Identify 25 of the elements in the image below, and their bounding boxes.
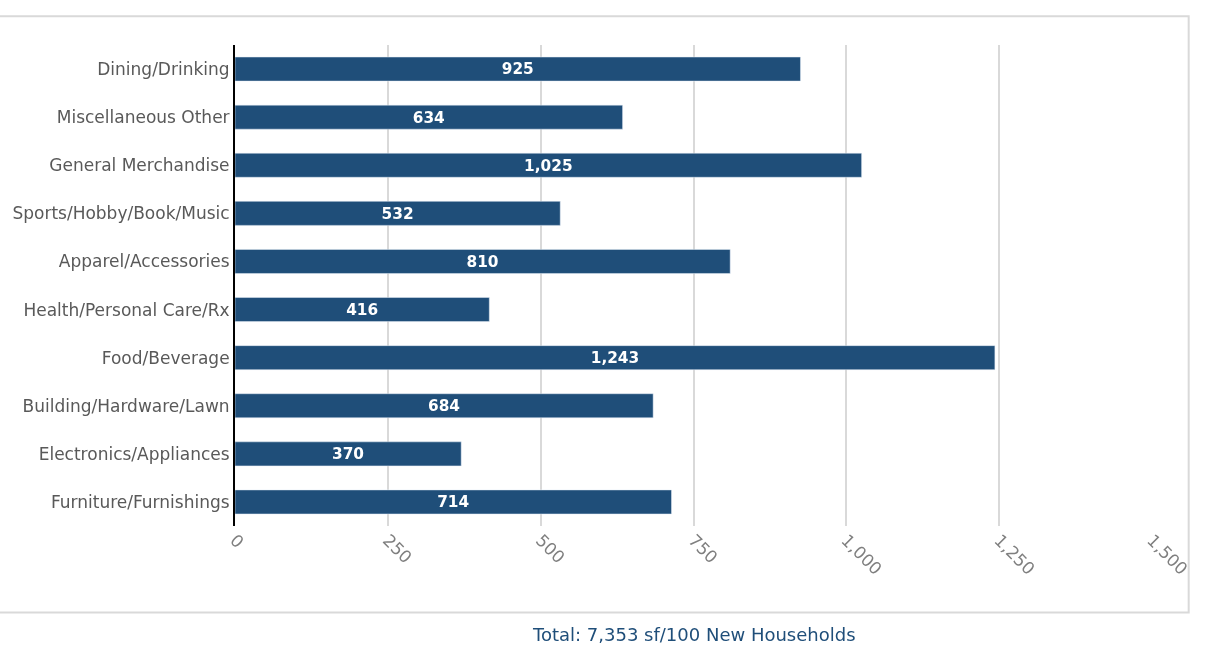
data-label: 810 (466, 252, 499, 271)
y-tick-label: Dining/Drinking (97, 59, 230, 79)
data-label: 532 (381, 204, 414, 223)
y-tick-label: Food/Beverage (101, 347, 230, 368)
y-tick-label: Building/Hardware/Lawn (22, 395, 230, 416)
y-tick-label: Health/Personal Care/Rx (23, 299, 230, 320)
x-tick-label: 750 (684, 530, 722, 568)
y-tick-label: Furniture/Furnishings (50, 491, 230, 512)
text: Total: 7,353 sf/100 New Households (532, 624, 856, 645)
data-label: 684 (428, 397, 460, 416)
data-label: 1,243 (590, 349, 640, 368)
data-label: 714 (437, 493, 470, 512)
data-label: 925 (501, 60, 534, 79)
data-label: 370 (332, 445, 365, 464)
data-label: 634 (412, 108, 445, 127)
y-tick-label: Electronics/Appliances (38, 443, 230, 464)
y-tick-label: Apparel/Accessories (58, 251, 230, 272)
y-tick-label: Sports/Hobby/Book/Music (12, 203, 230, 224)
y-tick-label: General Merchandise (49, 155, 230, 176)
x-tick-label: 250 (378, 530, 417, 568)
data-label: 416 (346, 300, 379, 319)
x-tick-label: 0 (226, 530, 248, 552)
data-label: 1,025 (524, 156, 573, 175)
x-tick-label: 500 (531, 530, 569, 568)
y-tick-label: Miscellaneous Other (56, 107, 230, 128)
